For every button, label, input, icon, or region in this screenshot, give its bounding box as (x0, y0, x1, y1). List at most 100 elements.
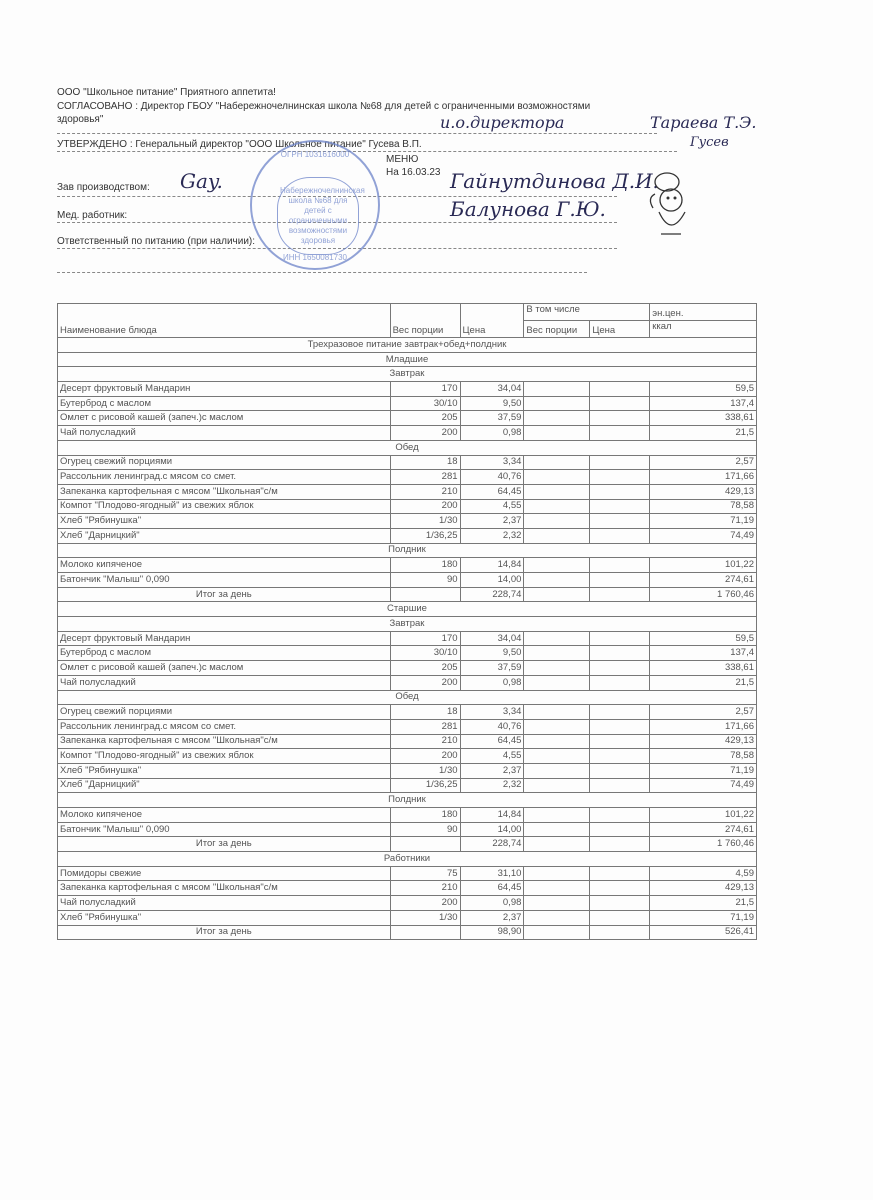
energy-kcal: 21,5 (649, 674, 757, 691)
including-price (589, 865, 651, 882)
including-price (589, 469, 651, 485)
table-row: Хлеб "Рябинушка" 1/30 2,37 71,19 (57, 762, 757, 779)
dish-name: Омлет с рисовой кашей (запеч.)с маслом (57, 410, 391, 427)
menu-date: На 16.03.23 (386, 167, 441, 178)
including-weight (523, 513, 591, 529)
including-weight (523, 395, 591, 412)
dish-name: Бутерброд с маслом (57, 395, 391, 412)
energy-kcal: 101,22 (649, 557, 757, 573)
col-header-inc-weight: Вес порции (523, 320, 591, 338)
section-label: Полдник (57, 542, 757, 559)
section-row: Завтрак (57, 366, 757, 383)
energy-kcal: 59,5 (649, 381, 757, 397)
portion-weight: 1/36,25 (389, 777, 461, 794)
including-weight (523, 821, 591, 838)
dish-name: Омлет с рисовой кашей (запеч.)с маслом (57, 660, 391, 676)
section-row: Работники (57, 851, 757, 867)
including-price (589, 895, 651, 911)
portion-weight (389, 836, 461, 853)
portion-weight: 200 (389, 425, 461, 441)
including-weight (523, 762, 591, 779)
section-row: Полдник (57, 542, 757, 559)
including-price (589, 425, 651, 441)
price: 2,32 (459, 777, 525, 794)
including-price (589, 748, 651, 764)
portion-weight: 210 (389, 483, 461, 500)
energy-kcal: 71,19 (649, 762, 757, 779)
including-price (589, 630, 651, 647)
including-price (589, 704, 651, 720)
approved-signature: Гусев (690, 135, 729, 150)
portion-weight: 18 (389, 704, 461, 720)
dish-name: Хлеб "Рябинушка" (57, 762, 391, 779)
section-label: Обед (57, 439, 757, 456)
including-weight (523, 777, 591, 794)
section-label: Старшие (57, 601, 757, 618)
dish-name: Рассольник ленинград.с мясом со смет. (57, 718, 391, 735)
including-weight (523, 836, 591, 853)
energy-kcal: 59,5 (649, 630, 757, 647)
section-row: Младшие (57, 351, 757, 368)
portion-weight: 75 (389, 865, 461, 882)
including-weight (523, 381, 591, 397)
including-price (589, 527, 651, 544)
price: 14,00 (459, 572, 525, 588)
including-weight (523, 865, 591, 882)
portion-weight: 180 (389, 807, 461, 823)
table-row: Хлеб "Рябинушка" 1/30 2,37 71,19 (57, 909, 757, 926)
chef-mascot-icon (649, 172, 686, 235)
energy-kcal: 21,5 (649, 895, 757, 911)
stamp-text: Набережночелнинская школа №68 для детей … (277, 177, 365, 255)
portion-weight: 200 (389, 498, 461, 515)
section-row: Полдник (57, 792, 757, 808)
including-weight (523, 660, 591, 676)
dish-name: Чай полусладкий (57, 674, 391, 691)
price: 64,45 (459, 733, 525, 750)
section-label: Полдник (57, 792, 757, 808)
portion-weight: 1/30 (389, 762, 461, 779)
agreed-signature-1: и.о.директора (440, 113, 565, 132)
price: 2,37 (459, 909, 525, 926)
dish-name: Компот "Плодово-ягодный" из свежих яблок (57, 498, 391, 515)
section-row: Обед (57, 689, 757, 706)
price: 2,32 (459, 527, 525, 544)
col-header-name: Наименование блюда (57, 303, 391, 338)
price: 14,84 (459, 557, 525, 573)
dish-name: Хлеб "Рябинушка" (57, 909, 391, 926)
including-price (589, 762, 651, 779)
agreed-line: СОГЛАСОВАНО : Директор ГБОУ "Набережноче… (57, 101, 591, 112)
portion-weight: 30/10 (389, 395, 461, 412)
dish-name: Чай полусладкий (57, 895, 391, 911)
dish-name: Компот "Плодово-ягодный" из свежих яблок (57, 748, 391, 764)
table-row: Бутерброд с маслом 30/10 9,50 137,4 (57, 645, 757, 662)
including-weight (523, 674, 591, 691)
price: 64,45 (459, 483, 525, 500)
production-initials: Gay. (180, 169, 223, 193)
including-price (589, 836, 651, 853)
including-price (589, 718, 651, 735)
section-label: Завтрак (57, 366, 757, 383)
price: 14,84 (459, 807, 525, 823)
table-header-row-1: Наименование блюда Вес порции Цена В том… (57, 303, 757, 338)
including-weight (523, 880, 591, 897)
total-row: Итог за день 228,74 1 760,46 (57, 836, 757, 853)
including-price (589, 880, 651, 897)
including-price (589, 498, 651, 515)
energy-kcal: 2,57 (649, 704, 757, 720)
energy-kcal: 137,4 (649, 645, 757, 662)
dish-name: Бутерброд с маслом (57, 645, 391, 662)
energy-kcal: 429,13 (649, 483, 757, 500)
portion-weight: 205 (389, 410, 461, 427)
price: 98,90 (459, 924, 525, 941)
including-weight (523, 645, 591, 662)
approved-dotted-line (57, 151, 677, 152)
energy-kcal: 274,61 (649, 821, 757, 838)
including-weight (523, 454, 591, 471)
portion-weight: 210 (389, 733, 461, 750)
including-price (589, 557, 651, 573)
medic-signature: Балунова Г.Ю. (450, 197, 606, 221)
energy-kcal: 338,61 (649, 410, 757, 427)
price: 34,04 (459, 630, 525, 647)
price: 4,55 (459, 748, 525, 764)
price: 3,34 (459, 704, 525, 720)
